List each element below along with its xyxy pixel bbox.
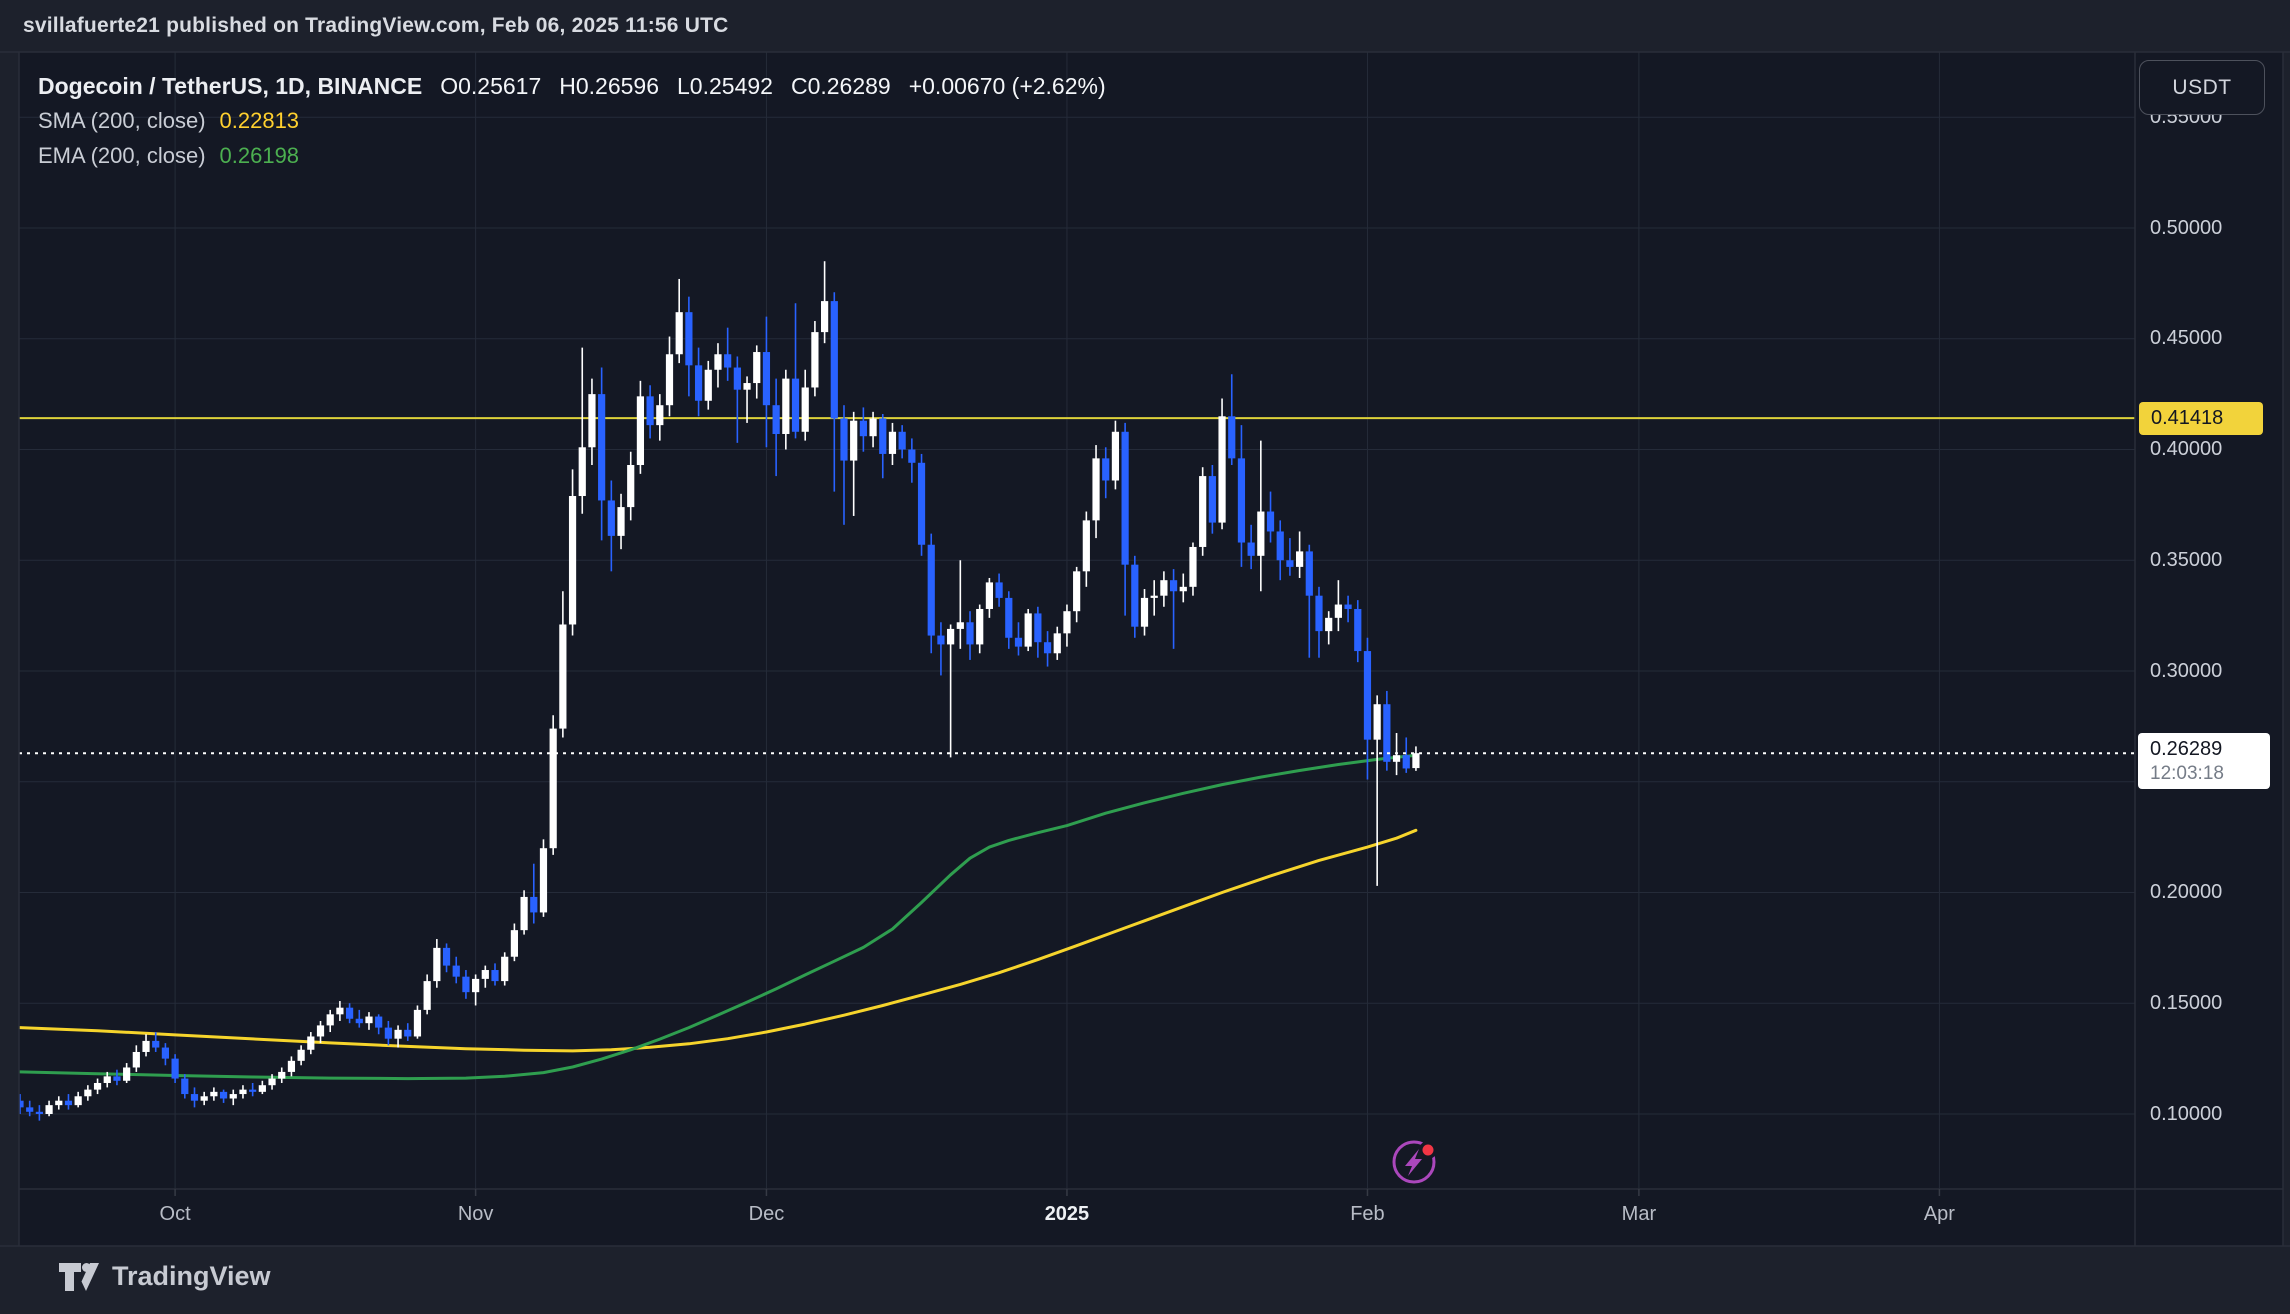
time-axis[interactable] (19, 1189, 2135, 1246)
ohlc-change: +0.00670 (+2.62%) (908, 72, 1106, 99)
indicator-row-sma: SMA (200, close) 0.22813 (38, 105, 1106, 137)
price-axis-label: 0.40000 (2150, 438, 2223, 460)
last-price-label: 0.26289 12:03:18 (2138, 733, 2270, 790)
price-axis-label: 0.35000 (2150, 548, 2223, 571)
price-axis-label: 0.10000 (2150, 1102, 2223, 1125)
ema-label: EMA (200, close) (38, 143, 206, 168)
price-axis-label: 0.45000 (2150, 327, 2223, 350)
time-axis-label: Feb (1350, 1203, 1385, 1225)
published-bar: svillafuerte21 published on TradingView.… (0, 0, 2290, 52)
time-axis-label: Apr (1923, 1203, 1955, 1225)
price-axis[interactable] (2135, 52, 2283, 1246)
ohlc-close: C0.26289 (790, 72, 891, 99)
price-axis-label: 0.30000 (2150, 659, 2223, 682)
time-axis-label: Dec (748, 1203, 785, 1225)
ohlc-high: H0.26596 (559, 72, 660, 99)
ohlc-open: O0.25617 (440, 72, 542, 99)
sma-value: 0.22813 (219, 108, 300, 133)
indicator-row-ema: EMA (200, close) 0.26198 (38, 140, 1106, 172)
price-axis-label: 0.20000 (2150, 881, 2223, 903)
currency-label: USDT (2172, 75, 2232, 99)
tradingview-logo-icon (59, 1262, 99, 1291)
price-axis-label: 0.15000 (2150, 991, 2223, 1014)
symbol-row: Dogecoin / TetherUS, 1D, BINANCE O0.2561… (38, 70, 1106, 102)
time-axis-label: Mar (1621, 1203, 1657, 1225)
ema-value: 0.26198 (219, 143, 300, 168)
time-axis-label: 2025 (1044, 1203, 1090, 1225)
published-text: svillafuerte21 published on TradingView.… (23, 14, 729, 37)
hline-price-label: 0.41418 (2139, 402, 2263, 436)
time-axis-label: Nov (457, 1203, 494, 1225)
last-price-value: 0.26289 (2150, 737, 2223, 760)
tradingview-logo-text: TradingView (112, 1261, 271, 1291)
tradingview-logo[interactable]: TradingView (58, 1261, 271, 1292)
chart-legend: Dogecoin / TetherUS, 1D, BINANCE O0.2561… (38, 70, 1106, 172)
ohlc-low: L0.25492 (677, 72, 773, 99)
chart-pane[interactable] (19, 52, 2135, 1189)
price-axis-label: 0.50000 (2150, 216, 2223, 239)
bar-countdown: 12:03:18 (2150, 762, 2224, 784)
sma-label: SMA (200, close) (38, 108, 206, 133)
time-axis-label: Oct (159, 1203, 191, 1225)
symbol-title: Dogecoin / TetherUS, 1D, BINANCE (38, 72, 423, 99)
currency-button[interactable]: USDT (2139, 60, 2265, 115)
